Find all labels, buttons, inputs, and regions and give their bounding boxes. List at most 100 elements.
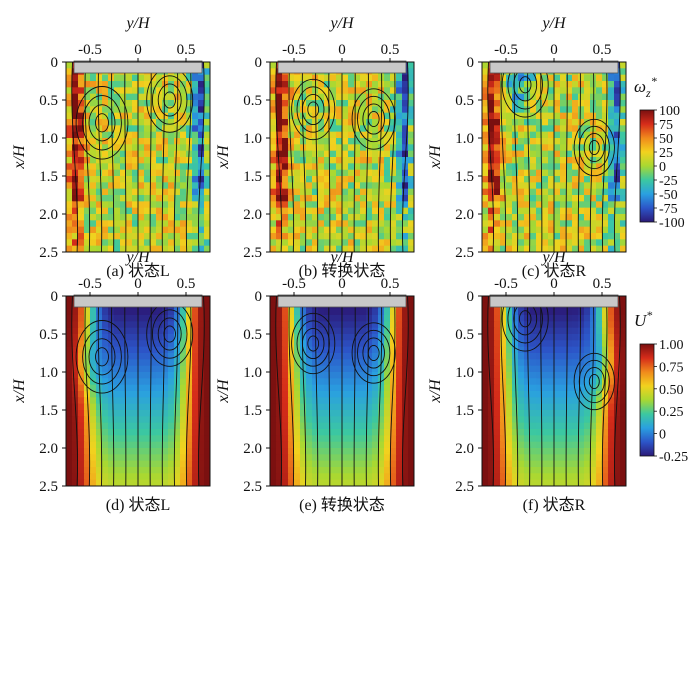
x-tick-label: 0.5 bbox=[177, 42, 196, 58]
streamlines bbox=[71, 296, 205, 486]
y-tick-label: 2.0 bbox=[243, 441, 262, 457]
vortex-ring bbox=[157, 317, 182, 351]
streamline bbox=[500, 62, 507, 252]
x-axis-label: y/H bbox=[328, 249, 355, 266]
vortex-ring bbox=[163, 91, 176, 109]
vortex-ring bbox=[88, 104, 116, 142]
streamline bbox=[614, 62, 621, 252]
y-tick-label: 0.5 bbox=[243, 327, 262, 343]
streamline bbox=[71, 62, 78, 252]
y-tick-label: 0.5 bbox=[39, 93, 58, 109]
panel-caption: (e) 转换状态 bbox=[299, 496, 385, 514]
y-tick-label: 1.0 bbox=[243, 131, 262, 147]
vortex-ring bbox=[367, 110, 380, 128]
vortex-ring bbox=[573, 118, 615, 177]
vortex-ring bbox=[362, 103, 385, 135]
vortex-ring bbox=[507, 296, 543, 344]
vortex-ring bbox=[75, 86, 129, 160]
vortex-ring bbox=[95, 113, 109, 133]
colorbar-tick-label: 0 bbox=[659, 160, 666, 175]
y-tick-label: 2.0 bbox=[39, 441, 58, 457]
x-tick-label: 0.5 bbox=[381, 276, 400, 292]
streamline bbox=[540, 296, 543, 486]
y-tick-label: 1.5 bbox=[243, 403, 262, 419]
streamline bbox=[513, 62, 519, 252]
colorbar-1: 1.00 0.75 0.50 0.25 0 -0.25 U* bbox=[634, 308, 688, 465]
x-tick-label: 0.5 bbox=[177, 276, 196, 292]
streamline bbox=[328, 296, 331, 486]
streamlines bbox=[275, 62, 409, 252]
vortex-ring bbox=[351, 322, 396, 384]
vortex-ring bbox=[301, 93, 325, 126]
streamline bbox=[301, 62, 307, 252]
y-tick-label: 0 bbox=[51, 289, 59, 305]
vortex-ring bbox=[296, 320, 330, 367]
y-axis-label: x/H bbox=[215, 144, 232, 170]
streamline bbox=[149, 296, 152, 486]
x-tick-label: 0.5 bbox=[593, 42, 612, 58]
vortex-ring bbox=[307, 335, 320, 352]
y-tick-label: 0.5 bbox=[39, 327, 58, 343]
streamline bbox=[565, 296, 568, 486]
vortex-ring bbox=[367, 344, 380, 362]
streamline bbox=[487, 296, 494, 486]
streamline bbox=[402, 62, 409, 252]
x-tick-label: 0 bbox=[134, 276, 142, 292]
y-axis-label: x/H bbox=[427, 144, 444, 170]
y-tick-label: 2.5 bbox=[243, 245, 262, 261]
x-axis-label: y/H bbox=[540, 15, 567, 32]
vortex-ring bbox=[588, 373, 600, 390]
streamline bbox=[513, 296, 519, 486]
y-tick-label: 2.5 bbox=[455, 245, 474, 261]
colorbar-tick-label: 1.00 bbox=[659, 338, 684, 353]
cylinder-body bbox=[73, 294, 203, 308]
vortex-ring bbox=[291, 78, 336, 141]
x-tick-label: -0.5 bbox=[78, 276, 102, 292]
streamlines bbox=[71, 62, 205, 252]
panel-caption: (d) 状态L bbox=[106, 496, 170, 514]
x-tick-label: 0.5 bbox=[593, 276, 612, 292]
streamline bbox=[275, 296, 282, 486]
streamline bbox=[124, 62, 127, 252]
vortex-ring bbox=[578, 359, 610, 404]
panel-a: -0.5 0 0.5 y/H 0 0.5 1.0 1.5 2.0 2.5 x/H (a) 状态L bbox=[11, 15, 211, 280]
streamline bbox=[353, 296, 356, 486]
colorbar-title: U* bbox=[634, 308, 652, 330]
vortex-ring bbox=[301, 327, 325, 360]
vortex-ring bbox=[82, 95, 122, 151]
y-axis-label: x/H bbox=[11, 144, 28, 170]
vortex-ring bbox=[291, 312, 336, 375]
streamline bbox=[365, 62, 369, 252]
streamline bbox=[315, 296, 319, 486]
y-tick-label: 0.5 bbox=[455, 93, 474, 109]
streamline bbox=[288, 62, 295, 252]
y-tick-label: 1.5 bbox=[455, 169, 474, 185]
colorbar-tick-label: -0.25 bbox=[659, 450, 688, 465]
x-tick-label: -0.5 bbox=[78, 42, 102, 58]
vortex-ring bbox=[351, 88, 396, 150]
streamline bbox=[614, 296, 621, 486]
y-tick-label: 0 bbox=[255, 55, 263, 71]
y-tick-label: 1.5 bbox=[39, 169, 58, 185]
streamline bbox=[111, 296, 115, 486]
streamline bbox=[601, 296, 608, 486]
y-tick-label: 2.5 bbox=[243, 479, 262, 495]
colorbar-tick-label: 0 bbox=[659, 428, 666, 443]
colorbar-tick-label: 0.75 bbox=[659, 360, 684, 375]
x-tick-label: 0 bbox=[134, 42, 142, 58]
cylinder-body bbox=[73, 60, 203, 74]
figure-layer: -0.5 0 0.5y/H00.51.01.52.02.5x/H(a) 状态L-0.… bbox=[11, 15, 688, 514]
colorbar-gradient bbox=[639, 343, 655, 457]
x-tick-label: 0 bbox=[550, 276, 558, 292]
vortex-ring bbox=[95, 347, 109, 367]
y-tick-label: 1.0 bbox=[455, 365, 474, 381]
vortex-ring bbox=[518, 310, 532, 328]
streamline bbox=[71, 296, 78, 486]
x-axis-label: y/H bbox=[124, 249, 151, 266]
streamline bbox=[377, 296, 383, 486]
y-tick-label: 2.5 bbox=[39, 479, 58, 495]
cylinder-body bbox=[277, 60, 407, 74]
colorbar-tick-label: 25 bbox=[659, 146, 673, 161]
vortex-ring bbox=[307, 101, 320, 118]
vortex-ring bbox=[362, 337, 385, 369]
